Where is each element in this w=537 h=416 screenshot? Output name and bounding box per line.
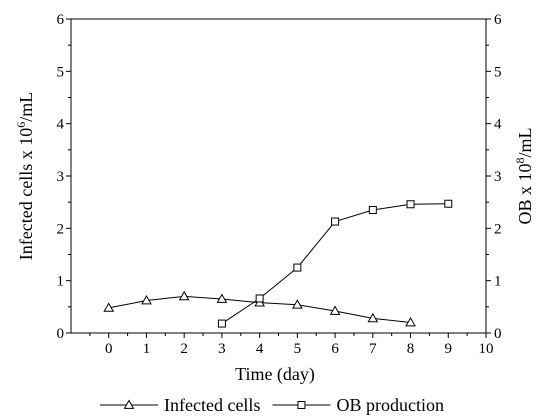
legend-item: Infected cells: [100, 395, 260, 415]
square-marker: [293, 263, 302, 272]
x-tick-label: 3: [218, 341, 226, 357]
square-marker: [331, 217, 340, 226]
x-tick-label: 6: [331, 341, 339, 357]
y-left-tick-label: 5: [57, 64, 65, 80]
square-marker: [368, 206, 377, 215]
triangle-marker: [367, 312, 379, 323]
y-right-tick-label: 0: [494, 326, 502, 342]
square-marker: [217, 319, 226, 328]
x-tick-label: 2: [180, 341, 188, 357]
legend: Infected cells OB production: [100, 395, 444, 415]
y-left-tick-label: 3: [57, 169, 65, 185]
x-tick-label: 4: [256, 341, 264, 357]
y-left-label-text: Infected cells x 10: [16, 128, 36, 260]
y-left-label-unit: /mL: [16, 92, 36, 122]
y-right-label-text: OB x 10: [515, 163, 535, 224]
series-infected-cells: [103, 290, 416, 327]
y-left-axis-label: Infected cells x 106/mL: [14, 92, 36, 260]
y-right-axis-ticks: 0 1 2 3 4 5 6: [486, 12, 502, 342]
y-right-axis-label: OB x 108/mL: [513, 127, 535, 224]
series-layer: [103, 199, 453, 328]
legend-item: OB production: [272, 395, 444, 415]
legend-triangle-marker: [123, 399, 135, 409]
y-left-tick-label: 1: [57, 274, 65, 290]
y-left-axis-ticks: 0 1 2 3 4 5 6: [57, 12, 71, 342]
x-axis-ticks: 0 1 2 3 4 5 6 7 8 9 10: [89, 333, 494, 357]
x-tick-label: 5: [294, 341, 302, 357]
plot-area-border: [70, 18, 487, 334]
y-right-tick-label: 1: [494, 274, 502, 290]
y-right-tick-label: 2: [494, 221, 502, 237]
legend-label: Infected cells: [164, 395, 260, 415]
triangle-marker: [141, 295, 152, 305]
y-right-tick-label: 6: [494, 12, 502, 28]
y-right-tick-label: 5: [494, 64, 502, 80]
square-marker: [406, 200, 415, 209]
x-tick-label: 7: [369, 341, 377, 357]
x-tick-label: 0: [105, 341, 113, 357]
y-left-label-sup: 6: [14, 122, 28, 128]
y-right-label-unit: /mL: [515, 127, 535, 157]
legend-square-marker: [297, 401, 306, 409]
y-left-tick-label: 4: [57, 117, 65, 133]
y-left-tick-label: 6: [57, 12, 65, 28]
triangle-marker: [103, 302, 115, 312]
square-marker: [255, 294, 264, 303]
y-left-tick-label: 0: [57, 326, 65, 342]
square-marker: [444, 199, 453, 208]
triangle-marker: [329, 305, 341, 315]
x-tick-label: 1: [143, 341, 151, 357]
triangle-marker: [405, 317, 416, 327]
x-tick-label: 8: [407, 341, 415, 357]
x-tick-label: 9: [445, 341, 453, 357]
y-right-label-sup: 8: [513, 157, 527, 163]
triangle-marker: [292, 299, 303, 309]
series-ob-production: [217, 199, 453, 328]
triangle-marker: [216, 293, 228, 303]
legend-label: OB production: [336, 395, 444, 415]
triangle-marker: [178, 290, 190, 301]
plot-frame: [70, 18, 487, 334]
x-axis-label: Time (day): [235, 364, 315, 385]
y-right-tick-label: 4: [494, 117, 502, 133]
y-right-tick-label: 3: [494, 169, 502, 185]
x-tick-label: 10: [479, 341, 494, 357]
y-left-tick-label: 2: [57, 221, 65, 237]
